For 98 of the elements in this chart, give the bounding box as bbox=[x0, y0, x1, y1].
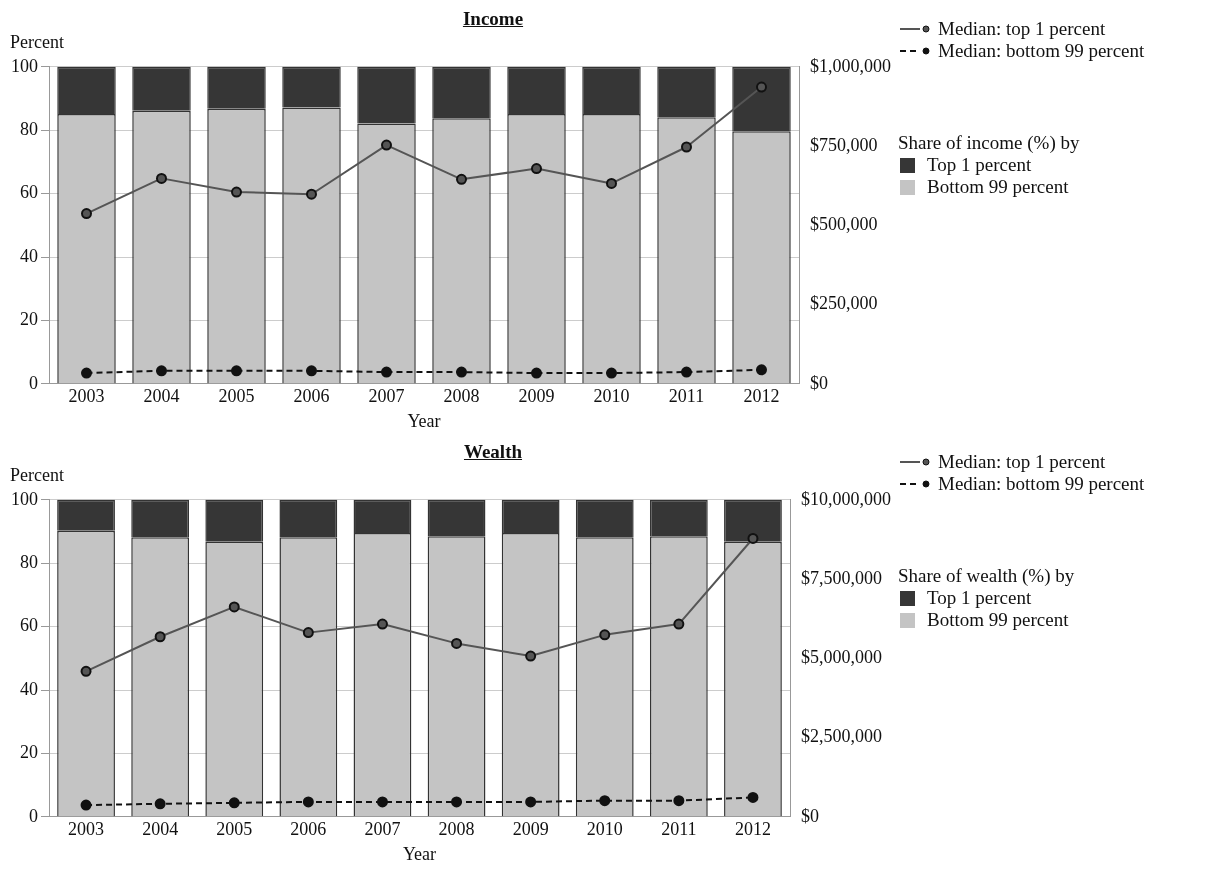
point bbox=[376, 796, 388, 808]
y-tick-label: 60 bbox=[20, 615, 38, 636]
y2-tick-label: $7,500,000 bbox=[801, 567, 882, 588]
y-tick-label: 0 bbox=[29, 805, 38, 826]
x-tick-label: 2008 bbox=[443, 386, 480, 407]
point bbox=[306, 188, 317, 200]
point bbox=[599, 629, 611, 641]
point bbox=[525, 796, 537, 808]
point bbox=[525, 650, 537, 662]
x-tick-label: 2005 bbox=[218, 386, 255, 407]
x-tick-label: 2012 bbox=[743, 386, 780, 407]
y2-tick-label: $5,000,000 bbox=[801, 647, 882, 668]
point bbox=[80, 799, 92, 811]
point bbox=[681, 141, 692, 153]
y-tick-label: 0 bbox=[29, 372, 38, 393]
x-tick-label: 2012 bbox=[734, 819, 771, 840]
point bbox=[673, 618, 685, 630]
point bbox=[231, 365, 242, 377]
point bbox=[451, 637, 463, 649]
y-tick-label: 80 bbox=[20, 118, 38, 139]
point bbox=[80, 665, 92, 677]
y-axis-title: Percent bbox=[10, 465, 65, 486]
point bbox=[747, 791, 759, 803]
x-tick-label: 2009 bbox=[512, 819, 549, 840]
x-tick-label: 2003 bbox=[68, 386, 105, 407]
point bbox=[673, 795, 685, 807]
point bbox=[681, 366, 692, 378]
x-tick-label: 2004 bbox=[142, 819, 179, 840]
point bbox=[81, 208, 92, 220]
y-axis-title: Percent bbox=[10, 32, 65, 53]
point bbox=[756, 81, 767, 93]
point bbox=[756, 364, 767, 376]
point bbox=[456, 173, 467, 185]
legend-title: Share of income (%) by bbox=[898, 132, 1081, 154]
point bbox=[231, 186, 242, 198]
point bbox=[306, 365, 317, 377]
x-tick-label: 2010 bbox=[586, 819, 623, 840]
x-tick-label: 2008 bbox=[438, 819, 475, 840]
y-tick-label: 20 bbox=[20, 742, 38, 763]
legend-label: Top 1 percent bbox=[927, 587, 1032, 609]
point bbox=[451, 796, 463, 808]
legend-title: Share of wealth (%) by bbox=[898, 565, 1076, 587]
y2-tick-label: $250,000 bbox=[810, 293, 878, 314]
y2-tick-label: $1,000,000 bbox=[810, 55, 891, 76]
chart-title: Income bbox=[461, 8, 525, 31]
legend-label: Top 1 percent bbox=[927, 154, 1032, 176]
x-tick-label: 2006 bbox=[290, 819, 327, 840]
legend-label: Median: top 1 percent bbox=[938, 18, 1106, 40]
y-tick-label: 100 bbox=[11, 55, 38, 76]
y-tick-label: 60 bbox=[20, 182, 38, 203]
x-tick-label: 2007 bbox=[368, 386, 405, 407]
legend-label: Bottom 99 percent bbox=[927, 609, 1069, 631]
point bbox=[228, 797, 240, 809]
point bbox=[156, 172, 167, 184]
chart-title: Wealth bbox=[462, 441, 524, 464]
point bbox=[381, 139, 392, 151]
y-tick-label: 40 bbox=[20, 678, 38, 699]
y2-tick-label: $0 bbox=[801, 805, 819, 826]
x-axis-title: Year bbox=[402, 843, 437, 864]
y2-tick-label: $0 bbox=[810, 372, 828, 393]
point bbox=[302, 627, 314, 639]
point bbox=[156, 365, 167, 377]
point bbox=[376, 618, 388, 630]
y2-tick-label: $500,000 bbox=[810, 214, 878, 235]
x-tick-label: 2005 bbox=[216, 819, 253, 840]
legend-label: Bottom 99 percent bbox=[927, 176, 1069, 198]
point bbox=[747, 532, 759, 544]
point bbox=[228, 601, 240, 613]
point bbox=[154, 798, 166, 810]
y-tick-label: 20 bbox=[20, 309, 38, 330]
legend-label: Median: bottom 99 percent bbox=[938, 40, 1145, 62]
x-tick-label: 2007 bbox=[364, 819, 401, 840]
point bbox=[302, 796, 314, 808]
y2-tick-label: $10,000,000 bbox=[801, 488, 891, 509]
point bbox=[599, 795, 611, 807]
point bbox=[381, 366, 392, 378]
legend-label: Median: top 1 percent bbox=[938, 451, 1106, 473]
x-tick-label: 2009 bbox=[518, 386, 555, 407]
y2-tick-label: $2,500,000 bbox=[801, 726, 882, 747]
point bbox=[456, 366, 467, 378]
x-tick-label: 2010 bbox=[593, 386, 630, 407]
x-tick-label: 2004 bbox=[143, 386, 180, 407]
point bbox=[81, 367, 92, 379]
y-tick-label: 40 bbox=[20, 245, 38, 266]
point bbox=[606, 177, 617, 189]
x-tick-label: 2003 bbox=[68, 819, 105, 840]
x-tick-label: 2011 bbox=[668, 386, 705, 407]
x-tick-label: 2011 bbox=[661, 819, 697, 840]
y2-tick-label: $750,000 bbox=[810, 134, 878, 155]
x-axis-title: Year bbox=[407, 410, 441, 431]
y-tick-label: 100 bbox=[11, 488, 38, 509]
point bbox=[531, 367, 542, 379]
point bbox=[606, 367, 617, 379]
x-tick-label: 2006 bbox=[293, 386, 330, 407]
legend-label: Median: bottom 99 percent bbox=[938, 473, 1145, 495]
point bbox=[531, 163, 542, 175]
point bbox=[154, 631, 166, 643]
y-tick-label: 80 bbox=[20, 551, 38, 572]
